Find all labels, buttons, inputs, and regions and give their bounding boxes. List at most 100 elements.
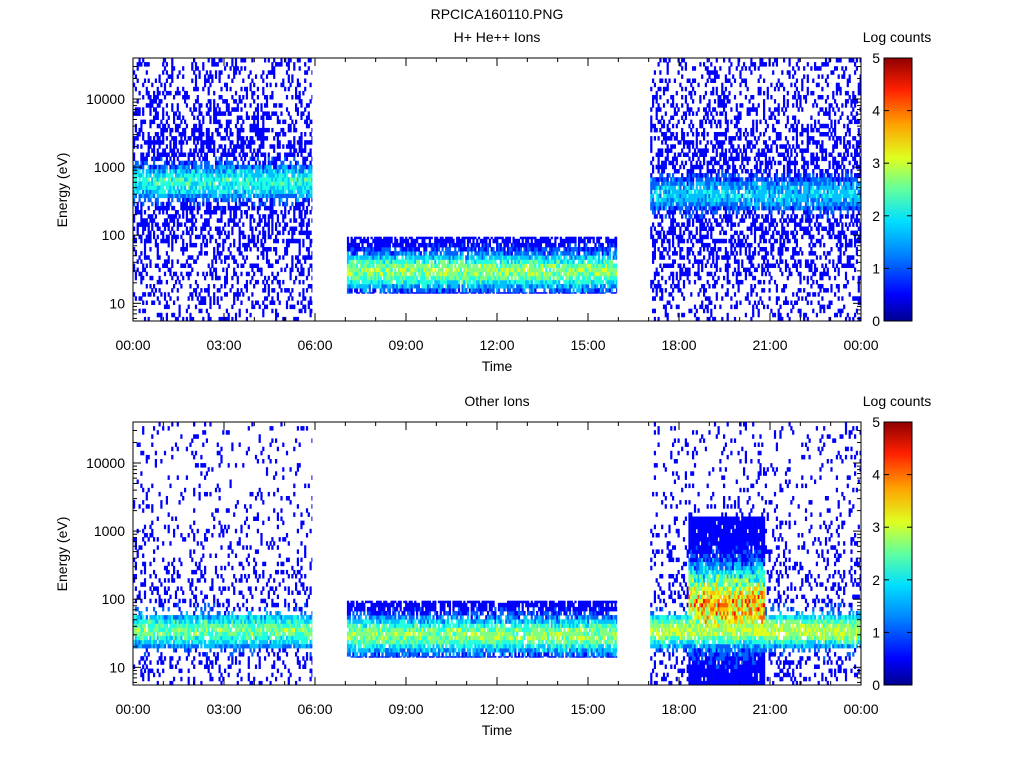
heatmap-cell [240,66,243,71]
heatmap-cell [202,144,205,149]
heatmap-cell [253,185,256,190]
heatmap-cell [216,169,219,174]
heatmap-cell [138,271,141,277]
heatmap-cell [403,292,406,294]
heatmap-cell [185,189,188,194]
heatmap-cell [236,160,239,166]
heatmap-cell [242,160,245,166]
heatmap-cell [302,193,305,199]
heatmap-cell [185,160,188,166]
heatmap-cell [275,132,278,137]
heatmap-cell [134,127,137,133]
heatmap-cell [487,279,490,285]
heatmap-cell [476,238,479,244]
heatmap-cell [249,127,252,133]
heatmap-cell [487,263,490,268]
heatmap-cell [576,255,579,260]
heatmap-cell [596,271,599,277]
heatmap-cell [202,271,205,277]
heatmap-cell [417,247,420,252]
heatmap-cell [304,119,307,125]
heatmap-cell [265,136,269,141]
heatmap-cell [225,181,228,186]
heatmap-cell [516,238,519,244]
heatmap-cell [220,86,223,92]
heatmap-cell [436,275,439,281]
heatmap-cell [653,185,656,190]
heatmap-cell [309,132,312,137]
heatmap-cell [285,242,289,248]
heatmap-cell [452,292,455,294]
heatmap-cell [276,156,279,162]
heatmap-cell [568,292,572,294]
heatmap-cell [291,169,294,174]
heatmap-cell [213,210,216,215]
heatmap-cell [307,193,310,199]
heatmap-cell [225,123,228,129]
heatmap-cell [599,292,602,294]
heatmap-cell [608,288,612,293]
heatmap-cell [412,247,415,252]
heatmap-cell [233,222,236,227]
heatmap-cell [386,279,390,285]
heatmap-cell [608,247,612,252]
heatmap-cell [578,271,581,277]
heatmap-cell [180,148,183,153]
heatmap-cell [655,288,658,293]
heatmap-cell [187,185,190,190]
heatmap-cell [194,279,198,285]
heatmap-cell [558,259,561,264]
heatmap-cell [381,263,384,268]
heatmap-cell [370,271,373,277]
heatmap-cell [234,156,238,162]
heatmap-cell [284,86,287,92]
heatmap-cell [269,234,272,240]
heatmap-cell [488,279,491,285]
heatmap-cell [200,185,203,190]
heatmap-cell [265,247,269,252]
heatmap-cell [659,230,662,236]
heatmap-cell [363,247,366,252]
heatmap-cell [309,164,312,170]
heatmap-cell [552,284,555,289]
heatmap-cell [191,62,194,67]
heatmap-cell [242,169,245,174]
heatmap-cell [182,74,185,79]
heatmap-cell [666,156,669,162]
heatmap-cell [265,74,269,79]
heatmap-cell [672,173,675,178]
heatmap-cell [273,66,276,71]
heatmap-cell [167,267,170,273]
heatmap-cell [300,148,303,153]
heatmap-cell [568,238,572,244]
heatmap-cell [490,255,493,260]
heatmap-cell [545,236,548,240]
heatmap-cell [140,296,143,301]
heatmap-cell [282,169,285,174]
heatmap-cell [390,267,393,273]
heatmap-cell [225,275,228,281]
heatmap-cell [662,169,666,174]
heatmap-cell [173,271,176,277]
heatmap-cell [204,82,207,88]
heatmap-cell [202,201,205,207]
heatmap-cell [267,292,270,297]
heatmap-cell [396,284,399,289]
heatmap-cell [439,288,442,293]
heatmap-cell [302,205,305,211]
heatmap-cell [605,238,608,244]
heatmap-cell [499,271,502,277]
heatmap-cell [231,62,234,67]
heatmap-cell [539,271,542,277]
heatmap-cell [142,292,145,297]
heatmap-cell [410,267,413,273]
heatmap-cell [178,90,181,96]
heatmap-cell [426,292,430,294]
heatmap-cell [207,222,210,227]
heatmap-cell [452,259,455,264]
heatmap-cell [661,288,664,293]
heatmap-cell [234,205,238,211]
heatmap-cell [657,156,660,162]
heatmap-cell [499,255,502,260]
heatmap-cell [423,259,426,264]
